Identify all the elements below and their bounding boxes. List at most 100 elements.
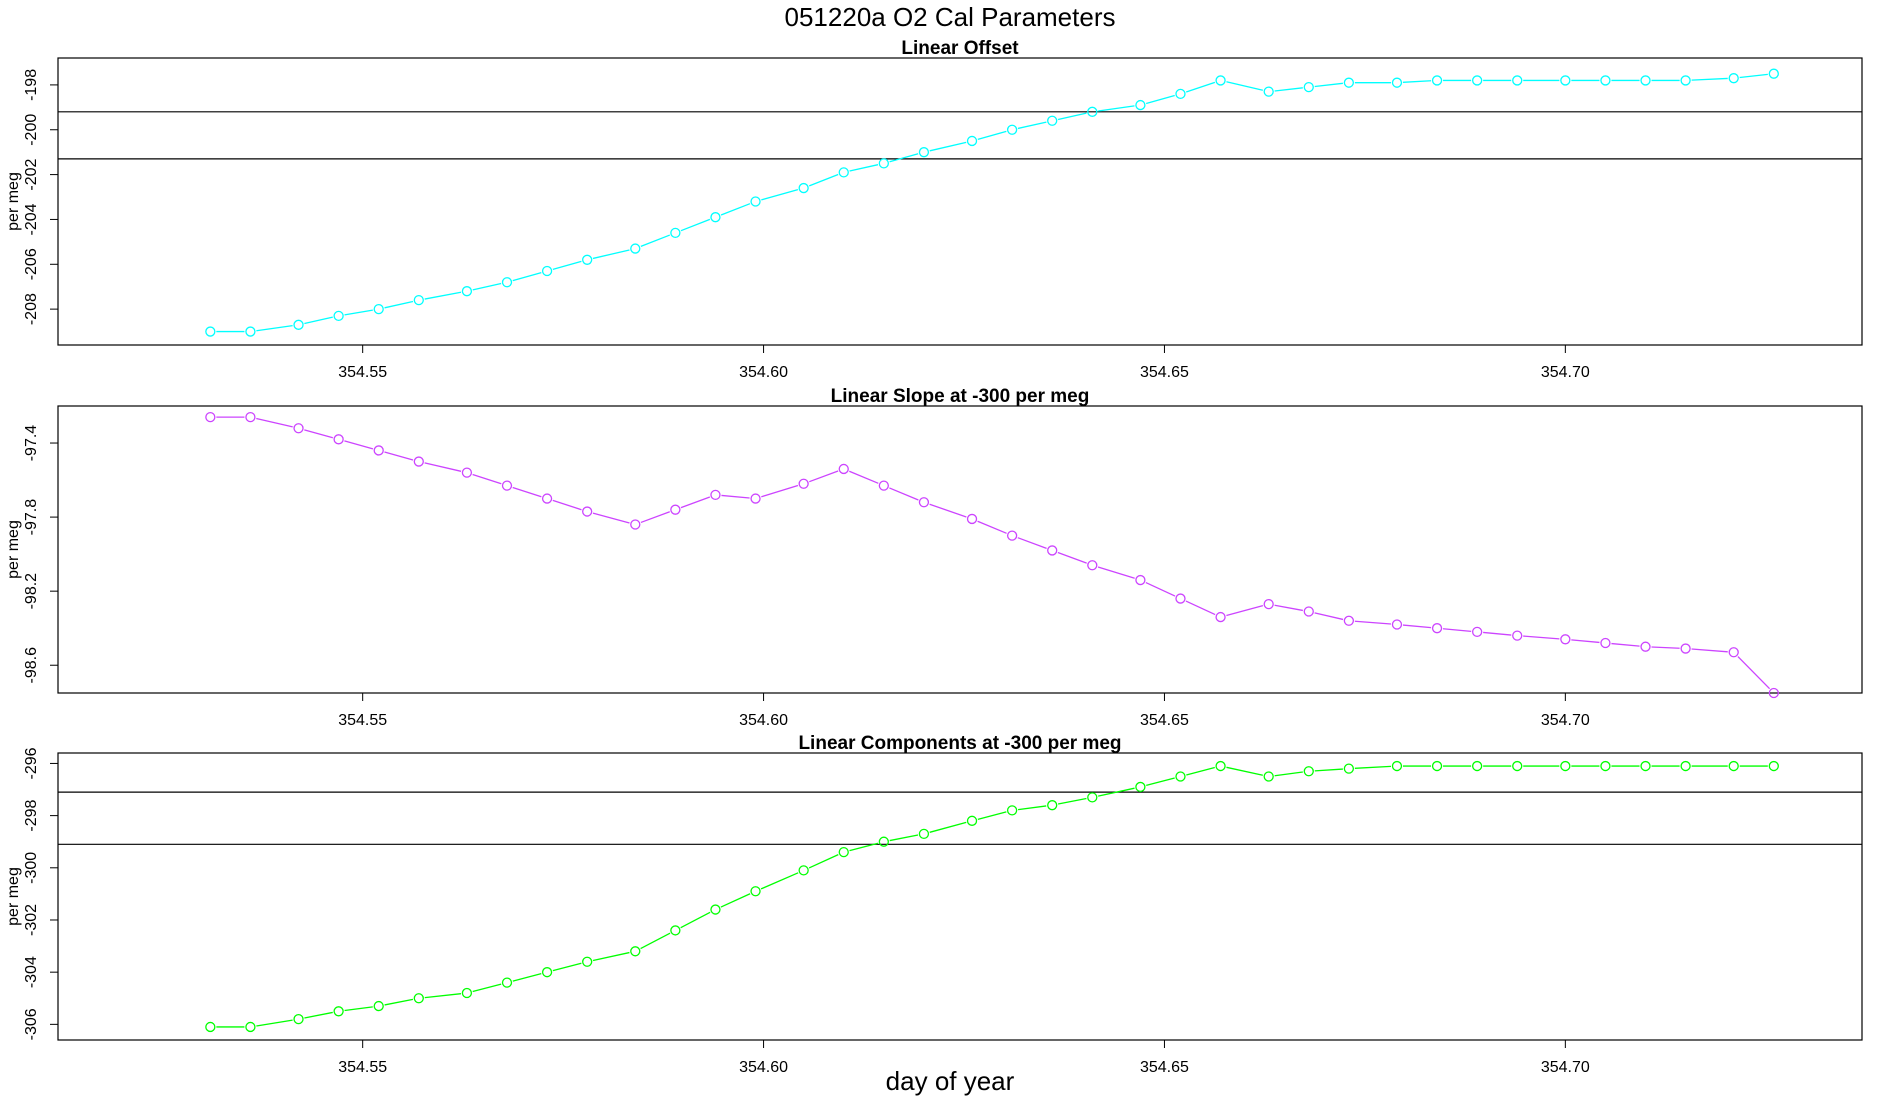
x-tick-label: 354.60 bbox=[739, 364, 788, 381]
data-point bbox=[1006, 530, 1018, 541]
series-segment bbox=[1314, 612, 1344, 621]
data-point bbox=[1215, 75, 1226, 86]
data-point bbox=[1431, 760, 1443, 772]
data-point bbox=[1728, 647, 1739, 658]
series-segment bbox=[761, 484, 799, 498]
data-point bbox=[1431, 623, 1443, 634]
data-point bbox=[798, 182, 809, 194]
data-point bbox=[501, 277, 513, 288]
figure-title: 051220a O2 Cal Parameters bbox=[785, 2, 1116, 32]
series-segment bbox=[1274, 87, 1303, 92]
series-segment bbox=[1146, 94, 1175, 105]
series-segment bbox=[1354, 765, 1392, 769]
data-point bbox=[1471, 760, 1483, 772]
y-tick-label: -198 bbox=[23, 69, 40, 101]
series-segment bbox=[1483, 631, 1512, 636]
data-point bbox=[918, 828, 930, 840]
data-point bbox=[413, 295, 424, 306]
data-point bbox=[798, 478, 809, 489]
y-tick-label: -98.2 bbox=[23, 573, 40, 610]
plot-frame bbox=[57, 57, 1863, 346]
data-point bbox=[1640, 75, 1651, 86]
series-segment bbox=[424, 462, 462, 472]
series-segment bbox=[849, 842, 879, 852]
data-point bbox=[1175, 593, 1186, 604]
y-tick-label: -202 bbox=[23, 158, 40, 190]
series-segment bbox=[512, 486, 542, 498]
series-segment bbox=[889, 834, 919, 842]
series-segment bbox=[384, 998, 414, 1006]
panels: Linear Offset 354.55 354.60 354.65 354.70 -20… bbox=[5, 38, 1863, 1076]
series-segment bbox=[1274, 771, 1303, 777]
data-point bbox=[670, 227, 681, 239]
data-point bbox=[501, 977, 513, 988]
y-tick-label: -204 bbox=[23, 203, 40, 235]
data-point bbox=[1768, 760, 1779, 772]
series-segment bbox=[1097, 566, 1135, 579]
y-axis-label: per meg bbox=[5, 520, 22, 579]
series-segment bbox=[256, 325, 293, 332]
data-point bbox=[333, 310, 344, 322]
series-segment bbox=[384, 451, 414, 461]
data-point bbox=[1600, 637, 1611, 649]
data-point bbox=[413, 993, 424, 1004]
series-segment bbox=[592, 512, 630, 524]
x-tick-label: 354.55 bbox=[338, 364, 387, 381]
x-tick-label: 354.70 bbox=[1541, 1059, 1590, 1076]
data-point bbox=[1087, 560, 1098, 571]
data-point bbox=[1047, 545, 1058, 556]
data-point bbox=[630, 519, 641, 530]
data-point bbox=[333, 434, 344, 445]
x-axis-label: day of year bbox=[886, 1066, 1015, 1096]
data-point bbox=[1343, 763, 1355, 774]
series-segment bbox=[304, 316, 333, 325]
data-point bbox=[1047, 800, 1058, 811]
data-point bbox=[966, 135, 978, 147]
data-point bbox=[630, 946, 641, 957]
series-segment bbox=[1226, 81, 1263, 91]
series-segment bbox=[1737, 656, 1771, 690]
y-tick-label: -208 bbox=[23, 293, 40, 325]
data-point bbox=[750, 493, 761, 504]
data-point bbox=[582, 254, 593, 265]
data-point bbox=[1215, 760, 1226, 772]
data-point bbox=[205, 411, 216, 423]
data-point bbox=[1263, 86, 1274, 97]
data-point bbox=[293, 319, 304, 330]
data-point bbox=[1087, 106, 1098, 117]
data-point bbox=[293, 1013, 304, 1025]
series-segment bbox=[929, 141, 967, 152]
y-tick-label: -206 bbox=[23, 248, 40, 280]
series-segment bbox=[809, 470, 839, 483]
series-segment bbox=[1691, 648, 1728, 653]
y-tick-label: -302 bbox=[23, 904, 40, 936]
data-point bbox=[461, 467, 473, 478]
series-segment bbox=[424, 993, 462, 999]
data-point bbox=[1391, 77, 1403, 88]
data-point bbox=[750, 196, 761, 207]
series-segment bbox=[592, 249, 630, 260]
series-segment bbox=[849, 470, 879, 484]
x-tick-label: 354.55 bbox=[338, 712, 387, 729]
x-tick-label: 354.65 bbox=[1140, 1059, 1189, 1076]
series-segment bbox=[1185, 81, 1216, 93]
data-point bbox=[1560, 634, 1571, 645]
panel-title: Linear Offset bbox=[901, 38, 1019, 59]
y-tick-label: -300 bbox=[23, 852, 40, 884]
data-point bbox=[878, 158, 889, 169]
series-segment bbox=[424, 291, 462, 300]
series-segment bbox=[304, 429, 334, 439]
data-point bbox=[670, 925, 681, 936]
series-segment bbox=[680, 911, 711, 929]
series-segment bbox=[1057, 797, 1087, 805]
series-segment bbox=[1442, 628, 1472, 632]
data-point bbox=[630, 243, 641, 254]
plot-frame bbox=[57, 405, 1863, 694]
data-point bbox=[541, 265, 553, 277]
data-point bbox=[670, 504, 681, 515]
data-point bbox=[1512, 630, 1523, 641]
series-segment bbox=[1146, 777, 1175, 787]
series-segment bbox=[1017, 805, 1047, 811]
panel-1: Linear Offset 354.55 354.60 354.65 354.70 -20… bbox=[5, 38, 1863, 381]
